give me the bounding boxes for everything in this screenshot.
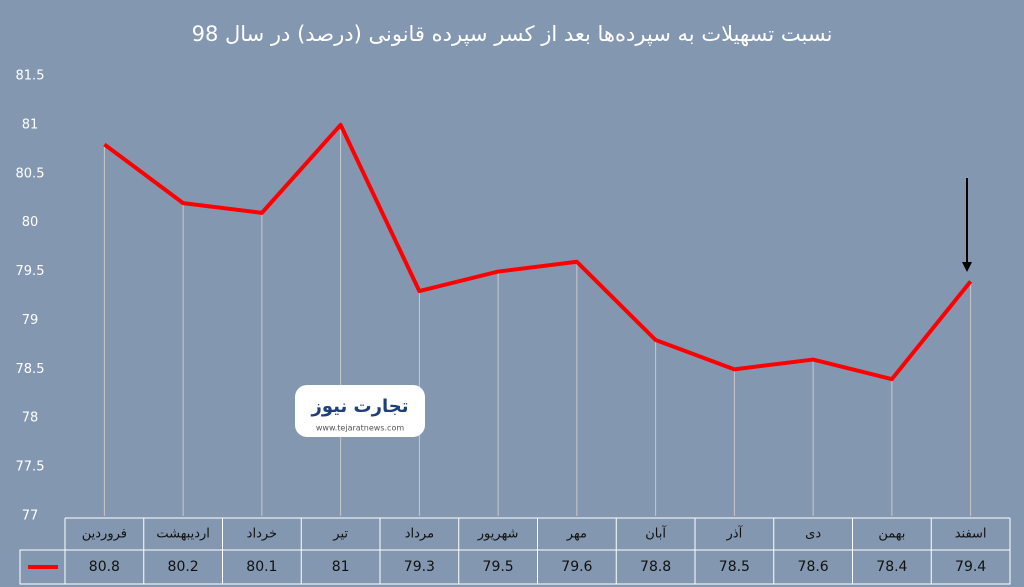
y-tick-label: 78.5	[16, 362, 45, 377]
x-tick-label: فروردین	[82, 527, 127, 542]
x-tick-label: بهمن	[878, 527, 905, 542]
value-label: 78.4	[876, 559, 907, 575]
value-label: 80.1	[246, 559, 277, 575]
value-label: 79.5	[483, 559, 514, 575]
value-label: 78.6	[798, 559, 829, 575]
watermark: تجارت نیوز www.tejaratnews.com	[295, 385, 425, 437]
value-label: 78.8	[640, 559, 671, 575]
x-tick-label: آذر	[726, 525, 744, 542]
value-label: 80.2	[168, 559, 199, 575]
watermark-url: www.tejaratnews.com	[316, 424, 404, 433]
y-tick-label: 80	[22, 215, 39, 230]
y-tick-label: 79	[22, 313, 39, 328]
x-tick-label: مهر	[566, 527, 587, 542]
x-tick-label: اردیبهشت	[156, 527, 210, 542]
y-tick-label: 79.5	[16, 264, 45, 279]
value-label: 81	[332, 559, 350, 575]
chart-title: نسبت تسهیلات به سپرده‌ها بعد از کسر سپرد…	[192, 22, 833, 46]
x-tick-label: شهریور	[477, 527, 519, 542]
y-tick-label: 81.5	[16, 69, 45, 84]
y-tick-label: 80.5	[16, 166, 45, 181]
x-tick-label: خرداد	[247, 527, 277, 542]
value-label: 78.5	[719, 559, 750, 575]
y-tick-label: 77.5	[16, 460, 45, 475]
x-tick-label: آبان	[645, 525, 667, 542]
y-tick-label: 78	[22, 411, 39, 426]
value-label: 79.6	[561, 559, 592, 575]
y-tick-label: 77	[22, 509, 39, 524]
value-label: 80.8	[89, 559, 120, 575]
y-tick-label: 81	[22, 117, 39, 132]
watermark-box	[295, 385, 425, 437]
series-line	[103, 122, 973, 382]
x-tick-label: اسفند	[955, 527, 987, 542]
x-tick-label: دی	[805, 527, 821, 542]
value-label: 79.3	[404, 559, 435, 575]
watermark-name: تجارت نیوز	[311, 396, 409, 417]
annotation-arrowhead	[962, 262, 972, 272]
x-tick-label: مرداد	[405, 527, 434, 542]
value-label: 79.4	[955, 559, 986, 575]
x-tick-label: تیر	[332, 527, 348, 542]
